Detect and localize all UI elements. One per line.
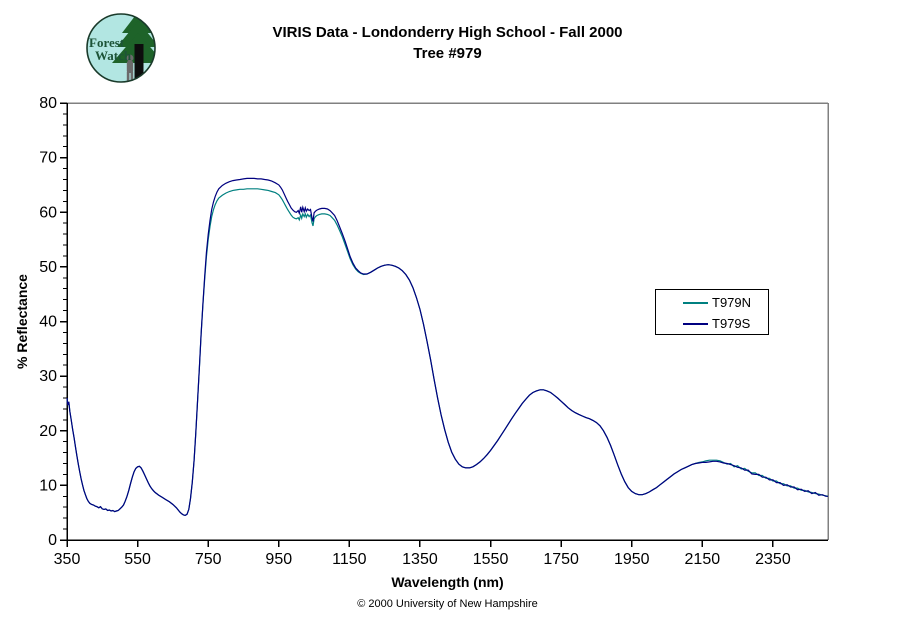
x-axis-tick-label: 1150: [332, 551, 367, 568]
y-axis-tick-label: 30: [39, 368, 57, 385]
y-axis-tick-label: 50: [39, 259, 57, 276]
x-axis-title: Wavelength (nm): [391, 574, 503, 590]
chart-title-line1: VIRIS Data - Londonderry High School - F…: [272, 24, 623, 41]
x-axis-tick-label: 750: [195, 551, 222, 568]
y-axis-tick-label: 80: [39, 95, 57, 112]
x-axis-tick-label: 550: [124, 551, 151, 568]
logo-tree-trunk: [134, 44, 144, 82]
series-line-t979s: [66, 177, 828, 517]
x-axis-tick-label: 2350: [755, 551, 791, 568]
logo-person-icon: [126, 54, 134, 82]
legend: T979N T979S: [655, 289, 769, 335]
y-axis-tick-label: 40: [39, 314, 57, 331]
y-axis-tick-label: 10: [39, 477, 57, 494]
y-axis-tick-label: 0: [48, 532, 57, 549]
forest-watch-logo: Forest Watch: [86, 13, 156, 83]
series-line-t979n: [66, 188, 829, 517]
logo-text-forest: Forest: [89, 35, 125, 50]
y-axis-tick-label: 70: [39, 150, 57, 167]
chart-title-line2: Tree #979: [413, 45, 482, 62]
y-axis-tick-label: 60: [39, 204, 57, 221]
logo-circle-ring: [86, 13, 156, 83]
copyright-text: © 2000 University of New Hampshire: [357, 598, 538, 610]
legend-label-t979s: T979S: [712, 316, 751, 331]
legend-item-t979n: T979N: [656, 292, 768, 313]
legend-line-sample-t979s: [683, 322, 708, 325]
chart-title: VIRIS Data - Londonderry High School - F…: [67, 22, 828, 64]
y-axis-tick-label: 20: [39, 423, 57, 440]
x-axis-tick-label: 950: [265, 551, 292, 568]
x-axis-tick-label: 1750: [543, 551, 579, 568]
logo-text-watch: Watch: [95, 48, 132, 63]
x-axis-tick-label: 2150: [685, 551, 721, 568]
legend-line-sample-t979n: [683, 301, 708, 304]
x-axis-tick-label: 350: [54, 551, 81, 568]
y-axis-title: % Reflectance: [14, 274, 30, 369]
legend-label-t979n: T979N: [712, 295, 752, 310]
x-axis-tick-label: 1350: [402, 551, 438, 568]
x-axis-tick-label: 1950: [614, 551, 650, 568]
x-axis-tick-label: 1550: [473, 551, 509, 568]
legend-item-t979s: T979S: [656, 313, 768, 334]
